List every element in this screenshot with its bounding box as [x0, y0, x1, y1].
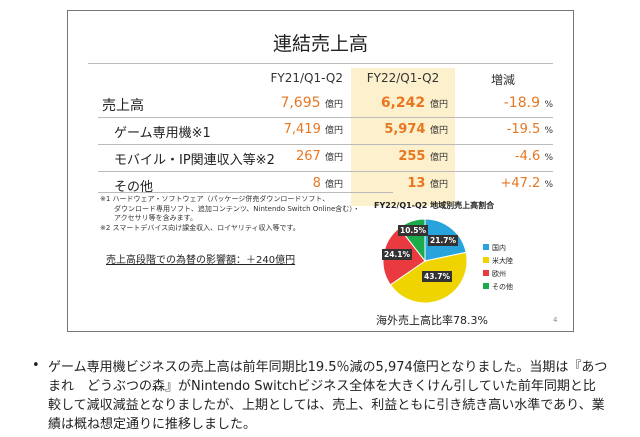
footnotes: ※1 ハードウェア・ソフトウェア（パッケージ併売ダウンロードソフト、 ダウンロー… — [100, 195, 360, 233]
table-row: 売上高 7,695 億円 6,242 億円 -18.9 % — [68, 95, 573, 117]
row-label: モバイル・IP関連収入等※2 — [114, 153, 275, 168]
legend-item: その他 — [483, 281, 513, 294]
pct: % — [544, 126, 553, 136]
fy22-value: 255 — [398, 149, 426, 164]
header-change: 増減 — [490, 73, 515, 87]
slide-title: 連結売上高 — [272, 33, 368, 55]
slide: 連結売上高 FY21/Q1-Q2 FY22/Q1-Q2 増減 売上高 7,695… — [67, 10, 574, 332]
row-label: ゲーム専用機※1 — [114, 126, 211, 141]
legend-swatch — [483, 270, 489, 276]
legend-item: 米大陸 — [483, 255, 513, 268]
change-value: -19.5 — [506, 122, 541, 137]
fx-impact: 売上高段階での為替の影響額：＋240億円 — [106, 255, 296, 266]
title-divider — [88, 63, 553, 64]
bullet-text: ゲーム専用機ビジネスの売上高は前年同期比19.5％減の5,974億円となりました… — [48, 360, 608, 432]
chart-title: FY22/Q1-Q2 地域別売上高割合 — [374, 201, 495, 210]
fy22-value: 13 — [407, 176, 426, 191]
row-divider — [98, 144, 553, 145]
table-row: ゲーム専用機※1 7,419 億円 5,974 億円 -19.5 % — [68, 122, 573, 144]
unit: 億円 — [324, 153, 343, 163]
legend-item: 国内 — [483, 242, 513, 255]
fy22-value: 6,242 — [380, 95, 426, 111]
unit: 億円 — [429, 153, 448, 163]
fy22-value: 5,974 — [384, 122, 426, 137]
table-row: その他 8 億円 13 億円 +47.2 % — [68, 176, 573, 198]
bullet-icon: • — [32, 358, 40, 373]
footnote: ※2 スマートデバイス向け課金収入、ロイヤリティ収入等です。 — [100, 223, 300, 232]
pct: % — [544, 100, 553, 110]
row-label: 売上高 — [102, 98, 144, 114]
table-header: FY21/Q1-Q2 FY22/Q1-Q2 増減 — [68, 71, 573, 93]
row-label: その他 — [114, 180, 154, 195]
header-fy21: FY21/Q1-Q2 — [270, 71, 343, 85]
pct: % — [544, 153, 553, 163]
pie-label-domestic: 21.7% — [428, 235, 459, 246]
fy22-highlight — [351, 68, 455, 206]
change-value: -4.6 — [514, 149, 541, 164]
footnote: ※1 ハードウェア・ソフトウェア（パッケージ併売ダウンロードソフト、 — [100, 195, 330, 203]
page-number: 4 — [553, 316, 558, 324]
legend-item: 欧州 — [483, 268, 513, 281]
legend-label: その他 — [492, 283, 513, 291]
footnote: ダウンロード専用ソフト、追加コンテンツ、Nintendo Switch Onli… — [114, 204, 360, 213]
legend-label: 国内 — [492, 244, 506, 252]
unit: 億円 — [324, 126, 343, 136]
unit: 億円 — [324, 100, 343, 110]
pie-label-other: 10.5% — [398, 225, 429, 236]
fy21-value: 267 — [296, 149, 321, 164]
footnote: アクセサリ等を含みます。 — [114, 214, 197, 222]
unit: 億円 — [429, 126, 448, 136]
row-divider — [98, 117, 553, 118]
unit: 億円 — [324, 180, 343, 190]
row-divider — [98, 171, 553, 172]
legend-swatch — [483, 257, 489, 263]
header-fy22: FY22/Q1-Q2 — [366, 71, 440, 85]
fy21-value: 7,419 — [283, 122, 321, 137]
change-value: +47.2 — [500, 176, 541, 191]
legend-swatch — [483, 244, 489, 250]
legend-label: 米大陸 — [492, 257, 513, 265]
table-row: モバイル・IP関連収入等※2 267 億円 255 億円 -4.6 % — [68, 149, 573, 171]
pct: % — [544, 180, 553, 190]
fy21-value: 8 — [312, 176, 321, 191]
unit: 億円 — [429, 180, 448, 190]
change-value: -18.9 — [503, 95, 540, 111]
fy21-value: 7,695 — [280, 95, 321, 111]
legend-swatch — [483, 283, 489, 289]
chart-legend: 国内 米大陸 欧州 その他 — [483, 242, 513, 294]
row-divider — [98, 192, 393, 193]
unit: 億円 — [429, 100, 448, 110]
pie-label-americas: 43.7% — [422, 271, 453, 282]
legend-label: 欧州 — [492, 270, 506, 278]
overseas-ratio: 海外売上高比率78.3% — [376, 314, 488, 327]
pie-label-europe: 24.1% — [382, 249, 413, 260]
